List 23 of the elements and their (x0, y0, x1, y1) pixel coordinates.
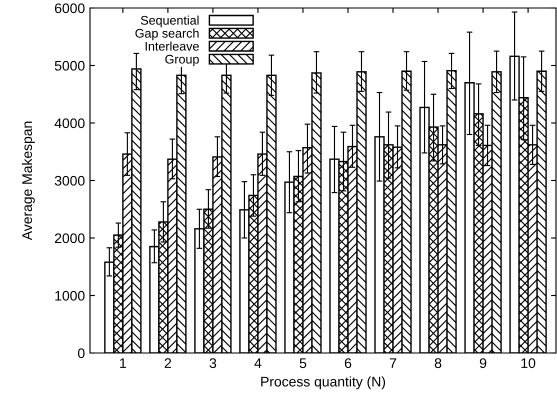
x-tick-label: 10 (521, 358, 536, 368)
y-tick-label: 6000 (54, 3, 85, 14)
y-tick-label: 4000 (54, 118, 85, 128)
x-tick-label: 7 (390, 358, 396, 368)
x-tick-label: 3 (210, 358, 216, 368)
legend-label: Group (165, 54, 199, 66)
legend-label: Interleave (146, 42, 199, 51)
legend-label: Sequential (140, 16, 199, 28)
x-tick-label: 5 (300, 358, 306, 368)
x-tick-label: 1 (120, 358, 126, 368)
legend-label: Gap search (135, 28, 199, 40)
y-tick-label: 2000 (54, 233, 85, 244)
x-tick-label: 8 (434, 358, 442, 368)
x-tick-label: 2 (164, 358, 172, 368)
y-tick-label: 5000 (54, 60, 85, 71)
x-tick-label: 6 (344, 358, 352, 368)
x-tick-label: 4 (254, 358, 262, 368)
y-tick-label: 0 (78, 348, 85, 358)
y-tick-label: 1000 (55, 290, 85, 301)
x-axis-title: Process quantity (N) (261, 376, 386, 390)
y-axis-title: Average Makespan (22, 122, 35, 240)
x-tick-label: 9 (480, 358, 486, 368)
y-tick-label: 3000 (54, 176, 85, 186)
